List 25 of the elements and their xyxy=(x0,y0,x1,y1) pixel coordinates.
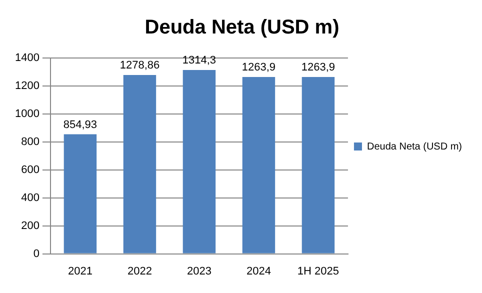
bar xyxy=(64,134,97,254)
data-label: 1263,9 xyxy=(242,62,276,74)
bar xyxy=(242,77,276,254)
data-label: 854,93 xyxy=(63,118,98,131)
y-tick-label: 600 xyxy=(21,164,40,176)
x-tick-label: 1H 2025 xyxy=(297,265,340,278)
chart-title: Deuda Neta (USD m) xyxy=(144,16,340,39)
bar xyxy=(302,77,335,254)
y-tick-label: 800 xyxy=(21,136,40,148)
bar xyxy=(123,74,156,254)
y-tick-label: 400 xyxy=(21,192,40,204)
data-label: 1278,86 xyxy=(120,59,160,72)
legend-label: Deuda Neta (USD m) xyxy=(366,141,462,152)
x-tick-label: 2024 xyxy=(246,265,271,278)
bar xyxy=(182,70,216,254)
y-tick-label: 1400 xyxy=(14,52,40,64)
data-label: 1314,3 xyxy=(182,54,216,67)
data-label: 1263,9 xyxy=(301,62,336,74)
x-tick-label: 2022 xyxy=(127,265,152,278)
x-tick-label: 2023 xyxy=(186,265,212,278)
y-tick-label: 200 xyxy=(21,220,40,232)
y-tick-label: 1200 xyxy=(14,80,40,92)
y-tick-label: 0 xyxy=(33,248,40,260)
y-tick-label: 1000 xyxy=(14,108,40,120)
x-tick-label: 2021 xyxy=(68,265,92,278)
